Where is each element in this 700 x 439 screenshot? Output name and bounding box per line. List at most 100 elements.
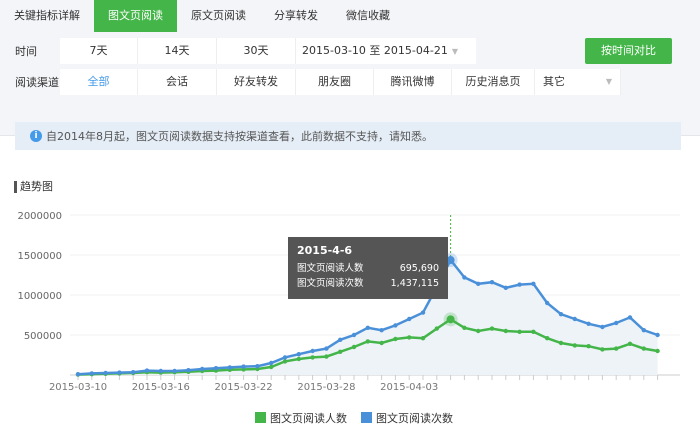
data-point xyxy=(103,370,108,376)
data-point xyxy=(489,326,495,331)
data-point xyxy=(365,325,370,330)
x-tick-label: 2015-03-16 xyxy=(132,382,190,393)
channel-chat[interactable]: 会话 xyxy=(138,69,217,95)
data-point xyxy=(420,336,426,341)
data-point xyxy=(446,315,455,324)
tab-shares[interactable]: 分享转发 xyxy=(274,9,318,22)
data-point xyxy=(627,341,633,346)
section-title: 趋势图 xyxy=(14,181,53,193)
x-tick-label: 2015-03-22 xyxy=(215,382,273,393)
data-point xyxy=(641,346,646,351)
data-point xyxy=(310,348,315,354)
info-icon: i xyxy=(30,130,42,142)
time-label: 时间 xyxy=(15,45,37,58)
data-point xyxy=(379,340,384,346)
data-point xyxy=(227,365,232,370)
data-point xyxy=(627,315,633,320)
data-point xyxy=(324,354,329,359)
data-point xyxy=(338,337,343,342)
chart-legend: 图文页阅读人数 图文页阅读次数 xyxy=(255,410,453,426)
data-point xyxy=(476,281,481,286)
data-point xyxy=(572,343,577,348)
tooltip-value: 1,437,115 xyxy=(390,278,439,289)
tab-key-metrics[interactable]: 关键指标详解 xyxy=(14,9,80,22)
data-point xyxy=(379,328,384,333)
data-point xyxy=(600,324,605,330)
data-point xyxy=(586,321,591,326)
data-point xyxy=(641,328,646,333)
data-point xyxy=(434,326,439,331)
data-point xyxy=(572,316,577,322)
trend-chart: 2000000 1500000 1000000 500000 2015-03-10 201… xyxy=(17,211,680,393)
data-point xyxy=(462,275,467,280)
compare-by-time-button[interactable]: 按时间对比 xyxy=(585,38,672,64)
tab-original-page-reads[interactable]: 原文页阅读 xyxy=(191,9,246,22)
data-point xyxy=(282,355,288,360)
data-point xyxy=(586,344,591,349)
legend-label: 图文页阅读次数 xyxy=(376,412,453,425)
data-point xyxy=(407,316,412,322)
data-point xyxy=(282,359,288,364)
y-tick-label: 500000 xyxy=(24,331,62,342)
channel-other-label: 其它 xyxy=(543,75,565,88)
data-point xyxy=(186,368,191,373)
channel-friend-forward[interactable]: 好友转发 xyxy=(217,69,296,95)
date-range-picker[interactable]: 2015-03-10 至 2015-04-21 ▼ xyxy=(296,38,476,64)
data-point xyxy=(407,335,412,340)
data-point xyxy=(558,312,564,317)
data-point xyxy=(296,352,301,357)
legend-item-reads[interactable]: 图文页阅读次数 xyxy=(361,410,453,426)
time-30d[interactable]: 30天 xyxy=(217,38,296,64)
channel-all[interactable]: 全部 xyxy=(60,69,138,95)
channel-history[interactable]: 历史消息页 xyxy=(452,69,535,95)
data-point xyxy=(324,346,329,351)
data-point xyxy=(241,364,246,369)
data-point xyxy=(131,370,136,375)
data-point xyxy=(503,328,508,334)
area-fill xyxy=(78,260,658,375)
data-point xyxy=(600,347,605,352)
tab-favorites[interactable]: 微信收藏 xyxy=(346,9,390,22)
filter-panel: 时间 7天 14天 30天 2015-03-10 至 2015-04-21 ▼ 按… xyxy=(0,32,700,136)
data-point xyxy=(531,329,536,334)
data-point xyxy=(614,346,619,351)
x-tick-label: 2015-04-03 xyxy=(380,382,438,393)
data-point xyxy=(462,325,467,330)
y-tick-label: 2000000 xyxy=(17,211,62,222)
time-14d[interactable]: 14天 xyxy=(138,38,217,64)
legend-swatch xyxy=(255,412,266,423)
data-point xyxy=(269,364,274,370)
channel-moments[interactable]: 朋友圈 xyxy=(296,69,374,95)
data-point xyxy=(117,370,122,375)
data-point xyxy=(517,329,522,334)
tab-article-page-reads[interactable]: 图文页阅读 xyxy=(94,0,177,32)
tooltip-date: 2015-4-6 xyxy=(297,244,353,257)
data-point xyxy=(393,323,398,328)
notice-text: 自2014年8月起，图文页阅读数据支持按渠道查看，此前数据不支持，请知悉。 xyxy=(46,130,433,143)
data-point xyxy=(489,280,495,285)
tooltip-label: 图文页阅读次数 xyxy=(297,278,364,289)
legend-item-readers[interactable]: 图文页阅读人数 xyxy=(255,410,347,426)
data-point xyxy=(420,310,426,315)
data-point xyxy=(446,256,455,265)
tooltip-label: 图文页阅读人数 xyxy=(297,263,364,274)
time-7d[interactable]: 7天 xyxy=(60,38,138,64)
channel-other-dropdown[interactable]: 其它 ▼ xyxy=(535,69,621,95)
data-point xyxy=(172,368,177,374)
data-point xyxy=(351,332,357,338)
data-point xyxy=(75,372,81,377)
data-point xyxy=(545,336,550,341)
x-tick-label: 2015-03-10 xyxy=(49,382,107,393)
chevron-down-icon: ▼ xyxy=(605,77,612,86)
channel-tencent-weibo[interactable]: 腾讯微博 xyxy=(374,69,452,95)
channel-label: 阅读渠道 xyxy=(15,76,59,89)
y-tick-label: 1500000 xyxy=(17,251,62,262)
data-point xyxy=(144,368,150,373)
data-point xyxy=(517,282,522,287)
data-point xyxy=(351,344,357,350)
data-point xyxy=(545,300,550,306)
data-point xyxy=(158,368,163,374)
data-point xyxy=(338,349,343,354)
legend-swatch xyxy=(361,412,372,423)
chart-tooltip: 2015-4-6 图文页阅读人数 695,690 图文页阅读次数 1,437,115 xyxy=(288,237,448,299)
